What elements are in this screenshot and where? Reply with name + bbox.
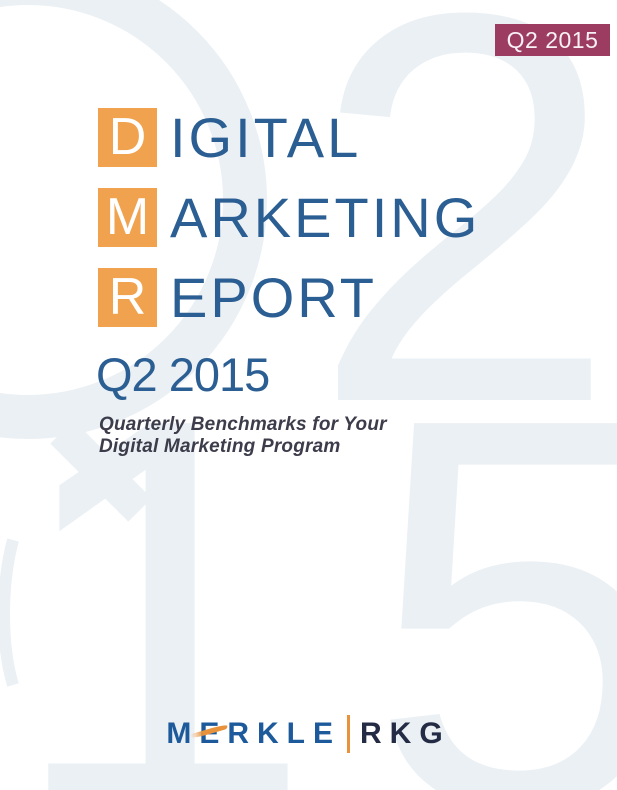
subtitle-line-2: Digital Marketing Program xyxy=(99,435,341,457)
initial-square-r: R xyxy=(98,268,157,327)
report-title: D IGITAL M ARKETING R EPORT xyxy=(98,108,480,348)
title-rest-digital: IGITAL xyxy=(170,106,362,169)
quarter-badge: Q2 2015 xyxy=(495,24,610,56)
watermark-digit-1: 1 xyxy=(6,303,315,790)
initial-square-m: M xyxy=(98,188,157,247)
merkle-letter-e-with-swoosh: E xyxy=(190,717,229,751)
report-subtitle: Quarterly Benchmarks for Your Digital Ma… xyxy=(99,414,387,457)
merkle-wordmark: ME RKLE xyxy=(166,717,341,751)
title-row-marketing: M ARKETING xyxy=(98,188,480,247)
quarter-heading: Q2 2015 xyxy=(96,348,270,401)
logo-divider-bar xyxy=(347,715,350,753)
merkle-letters-rkle: RKLE xyxy=(227,717,341,750)
rkg-wordmark: RKG xyxy=(360,717,451,750)
title-rest-report: EPORT xyxy=(170,266,377,329)
title-row-report: R EPORT xyxy=(98,268,480,327)
merkle-letter-m: M xyxy=(166,717,200,750)
title-row-digital: D IGITAL xyxy=(98,108,480,167)
watermark-left-edge-curve xyxy=(0,538,19,687)
watermark-digit-5: 5 xyxy=(368,303,617,790)
watermark-q-tail xyxy=(50,420,152,522)
initial-square-d: D xyxy=(98,108,157,167)
merkle-rkg-logo: ME RKLE RKG xyxy=(0,712,617,756)
watermark-q-ring xyxy=(0,0,267,439)
watermark-digit-2: 2 xyxy=(310,0,617,518)
subtitle-line-1: Quarterly Benchmarks for Your xyxy=(99,414,387,435)
title-rest-marketing: ARKETING xyxy=(170,186,481,249)
